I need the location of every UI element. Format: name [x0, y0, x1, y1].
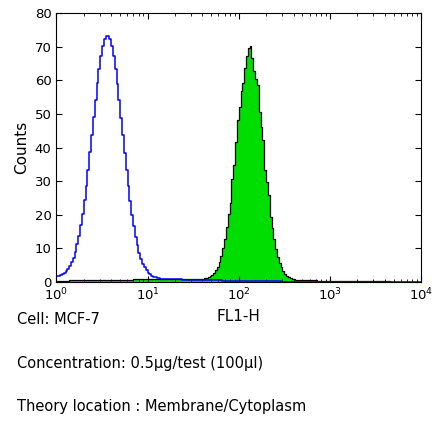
- Text: Concentration: 0.5μg/test (100μl): Concentration: 0.5μg/test (100μl): [17, 356, 263, 371]
- Y-axis label: Counts: Counts: [14, 121, 29, 174]
- Text: Theory location : Membrane/Cytoplasm: Theory location : Membrane/Cytoplasm: [17, 399, 306, 414]
- Text: Cell: MCF-7: Cell: MCF-7: [17, 312, 100, 328]
- X-axis label: FL1-H: FL1-H: [217, 309, 261, 324]
